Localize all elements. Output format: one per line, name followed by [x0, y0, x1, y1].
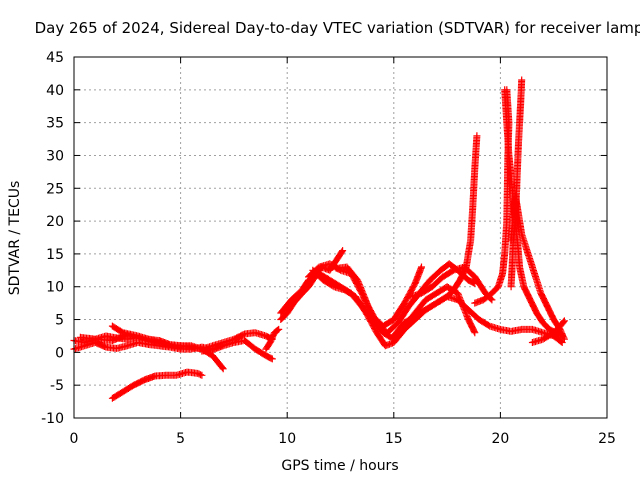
- series-arc-18: [507, 191, 568, 343]
- y-tick-label: 35: [46, 116, 64, 132]
- y-axis-label: SDTVAR / TECUs: [7, 181, 23, 296]
- y-tick-label: 0: [55, 345, 64, 361]
- series-arc-14: [407, 263, 496, 304]
- series-markers: [507, 191, 568, 343]
- x-tick-label: 5: [176, 431, 185, 447]
- series-markers: [407, 263, 496, 304]
- y-tick-label: 30: [46, 148, 64, 164]
- y-tick-label: 5: [55, 313, 64, 329]
- x-tick-label: 25: [598, 431, 616, 447]
- axis-ticks: 0 5 10 15 20 25 -10 -5 0 5 10 15 20 25 30 35 40 45: [41, 50, 616, 447]
- series-arc-7: [262, 325, 283, 353]
- x-tick-label: 15: [385, 431, 403, 447]
- grid: [74, 57, 607, 418]
- x-tick-label: 20: [491, 431, 509, 447]
- series-arc-19: [528, 317, 568, 346]
- series-markers: [528, 317, 568, 346]
- series-markers: [198, 337, 276, 363]
- series-arc-5: [108, 368, 206, 402]
- y-tick-label: -10: [41, 411, 64, 427]
- y-tick-label: 10: [46, 280, 64, 296]
- y-tick-label: -5: [50, 378, 64, 394]
- series-markers: [262, 325, 283, 353]
- x-axis-label: GPS time / hours: [281, 458, 398, 474]
- chart-title: Day 265 of 2024, Sidereal Day-to-day VTE…: [35, 19, 640, 37]
- x-tick-label: 10: [278, 431, 296, 447]
- series-arc-6: [198, 337, 276, 363]
- y-tick-label: 40: [46, 83, 64, 99]
- data-markers: [70, 76, 568, 402]
- y-tick-label: 45: [46, 50, 64, 66]
- series-markers: [108, 368, 206, 402]
- x-tick-label: 0: [70, 431, 79, 447]
- y-tick-label: 15: [46, 247, 64, 263]
- y-tick-label: 20: [46, 214, 64, 230]
- plot-frame: [73, 56, 608, 419]
- y-tick-label: 25: [46, 181, 64, 197]
